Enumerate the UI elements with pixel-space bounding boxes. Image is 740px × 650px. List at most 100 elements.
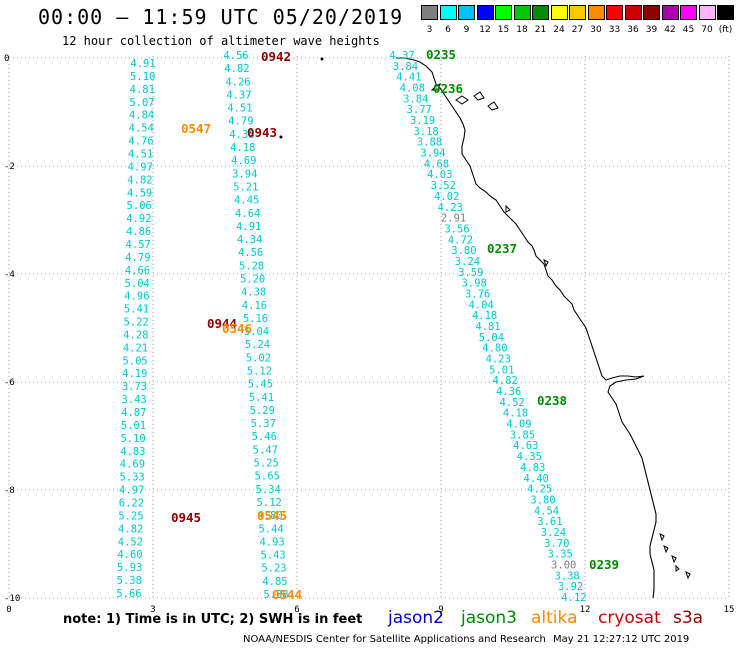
- wave-height-value: 3.52: [431, 180, 456, 192]
- wave-height-value: 5.04: [244, 326, 269, 338]
- wave-height-value: 4.92: [126, 213, 151, 225]
- scale-label: 70: [701, 25, 713, 35]
- wave-height-value: 4.03: [427, 169, 452, 181]
- wave-height-value: 5.44: [258, 523, 283, 535]
- scale-label: 21: [534, 25, 547, 35]
- scale-swatch: [569, 5, 586, 20]
- wave-height-value: 4.82: [224, 63, 249, 75]
- wave-height-value: 4.37: [389, 50, 414, 62]
- wave-height-tracks: 4.915.104.815.074.844.544.764.514.974.82…: [116, 50, 586, 604]
- page-subtitle: 12 hour collection of altimeter wave hei…: [62, 34, 380, 48]
- scale-swatch: [587, 5, 605, 20]
- y-tick-label: -2: [4, 162, 15, 172]
- track-marker-dot: [320, 57, 324, 61]
- wave-height-value: 3.92: [558, 581, 583, 593]
- wave-height-value: 3.18: [413, 126, 438, 138]
- wave-height-value: 4.59: [127, 187, 152, 199]
- wave-height-value: 4.38: [229, 129, 254, 141]
- wave-height-value: 5.16: [243, 313, 268, 325]
- wave-height-value: 4.04: [468, 299, 493, 311]
- scale-label: 36: [627, 25, 639, 35]
- scale-label: (ft): [718, 25, 733, 35]
- wave-height-value: 5.46: [252, 431, 277, 443]
- wave-height-value: 5.37: [251, 418, 276, 430]
- x-tick-label: 6: [294, 605, 299, 615]
- wave-height-value: 5.05: [122, 355, 147, 367]
- scale-swatch: [550, 5, 568, 20]
- wave-height-value: 3.43: [121, 394, 146, 406]
- wave-height-value: 5.20: [240, 274, 265, 286]
- wave-height-value: 4.86: [126, 226, 151, 238]
- wave-height-value: 4.51: [128, 149, 153, 161]
- y-tick-label: -10: [4, 594, 20, 604]
- wave-height-value: 4.97: [128, 161, 153, 173]
- wave-height-value: 5.38: [117, 575, 142, 587]
- wave-height-value: 3.98: [462, 278, 487, 290]
- wave-height-value: 5.04: [125, 278, 150, 290]
- wave-height-value: 3.85: [510, 429, 535, 441]
- wave-height-value: 5.10: [120, 433, 145, 445]
- wave-height-value: 4.79: [125, 252, 150, 264]
- wave-height-value: 4.82: [127, 174, 152, 186]
- pass-time-label: 0545: [257, 508, 287, 523]
- wave-height-value: 5.41: [124, 304, 149, 316]
- footer-note: note: 1) Time is in UTC; 2) SWH is in fe…: [63, 612, 363, 627]
- wave-height-value: 3.56: [444, 223, 469, 235]
- island-chain: [430, 83, 691, 580]
- wave-height-value: 5.34: [256, 484, 281, 496]
- wave-height-value: 5.10: [130, 71, 155, 83]
- scale-label: 18: [516, 25, 528, 35]
- wave-height-value: 4.45: [234, 195, 259, 207]
- wave-height-value: 5.45: [248, 379, 273, 391]
- credit-line: NOAA/NESDIS Center for Satellite Applica…: [243, 634, 546, 645]
- pass-time-label: 0238: [537, 393, 567, 408]
- wave-height-value: 5.12: [257, 497, 282, 509]
- wave-height-value: 4.23: [486, 354, 511, 366]
- scale-label: 45: [682, 25, 695, 35]
- wave-height-value: 4.54: [534, 505, 559, 517]
- pass-time-label: 0546: [222, 321, 252, 336]
- wave-height-value: 5.04: [479, 332, 504, 344]
- y-tick-label: -6: [4, 378, 15, 388]
- y-tick-label: 0: [4, 54, 9, 64]
- wave-height-value: 5.43: [260, 550, 285, 562]
- axis-tick-labels: 0 3 6 9 12 15 0 -2 -4 -6 -8 -10: [4, 54, 734, 615]
- x-tick-label: 12: [580, 605, 591, 615]
- wave-height-value: 3.88: [417, 137, 442, 149]
- wave-height-value: 4.18: [230, 142, 255, 154]
- wave-height-value: 4.91: [236, 221, 261, 233]
- wave-height-value: 5.01: [489, 364, 514, 376]
- scale-swatch: [606, 5, 623, 20]
- wave-height-value: 4.52: [118, 536, 143, 548]
- scale-swatch: [421, 5, 438, 20]
- wave-height-value: 4.82: [493, 375, 518, 387]
- wave-height-value: 4.19: [122, 368, 147, 380]
- wave-height-value: 3.94: [232, 168, 257, 180]
- wave-height-value: 3.80: [451, 245, 476, 257]
- wave-height-value: 4.69: [120, 459, 145, 471]
- wave-height-value: 3.73: [122, 381, 147, 393]
- wave-height-value: 4.54: [129, 123, 154, 135]
- wave-height-value: 4.51: [227, 103, 252, 115]
- wave-height-value: 4.93: [259, 536, 284, 548]
- wave-height-value: 6.22: [119, 498, 144, 510]
- wave-height-value: 5.06: [127, 200, 152, 212]
- wave-height-value: 3.59: [458, 267, 483, 279]
- generated-timestamp: May 21 12:27:12 UTC 2019: [553, 634, 690, 645]
- wave-height-value: 3.19: [410, 115, 435, 127]
- x-tick-label: 3: [150, 605, 155, 615]
- scale-swatch: [698, 5, 716, 20]
- wave-height-value: 3.94: [420, 148, 445, 160]
- wave-height-value: 5.25: [254, 458, 279, 470]
- wave-height-value: 4.80: [482, 343, 507, 355]
- wave-height-value: 2.91: [441, 213, 466, 225]
- scale-label: 30: [590, 25, 602, 35]
- scale-label: 15: [497, 25, 510, 35]
- wave-height-value: 4.41: [396, 72, 421, 84]
- wave-height-value: 4.72: [448, 234, 473, 246]
- wave-height-value: 4.64: [235, 208, 260, 220]
- y-tick-label: -4: [4, 270, 15, 280]
- wave-height-value: 5.66: [116, 588, 141, 600]
- wave-height-value: 5.28: [239, 260, 264, 272]
